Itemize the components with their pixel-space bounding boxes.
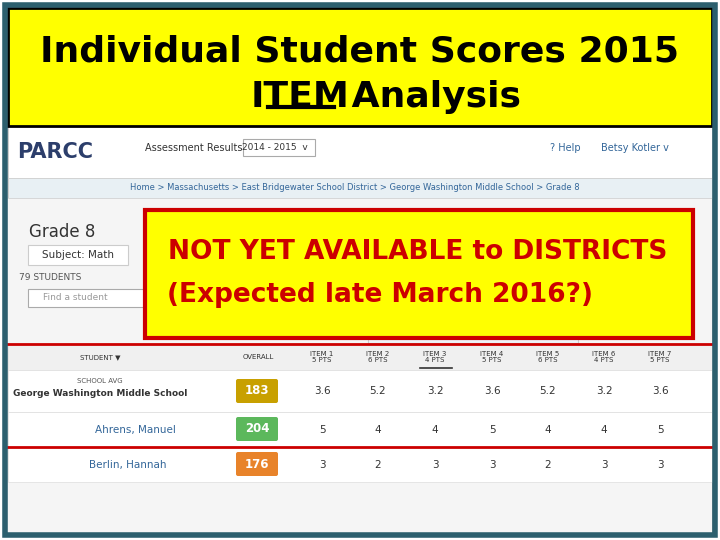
Text: Assessment Results:: Assessment Results: xyxy=(145,143,246,153)
Text: 2: 2 xyxy=(545,460,552,470)
Text: ITEM 2
6 PTS: ITEM 2 6 PTS xyxy=(366,350,390,363)
Text: Find a student: Find a student xyxy=(42,294,107,302)
Text: 3.2: 3.2 xyxy=(595,386,612,396)
Bar xyxy=(243,139,315,156)
Text: 3: 3 xyxy=(489,460,495,470)
Bar xyxy=(8,447,712,482)
Bar xyxy=(8,126,712,532)
Text: Ahrens, Manuel: Ahrens, Manuel xyxy=(94,425,176,435)
Bar xyxy=(145,210,693,338)
Text: 204: 204 xyxy=(245,422,269,435)
Text: ? Help: ? Help xyxy=(549,143,580,153)
Text: O: O xyxy=(148,294,156,302)
Text: 3: 3 xyxy=(657,460,663,470)
Text: ITEM 7
5 PTS: ITEM 7 5 PTS xyxy=(648,350,672,363)
Text: 4: 4 xyxy=(374,425,382,435)
Text: Berlin, Hannah: Berlin, Hannah xyxy=(89,460,167,470)
Bar xyxy=(8,8,712,126)
Text: 3: 3 xyxy=(432,460,438,470)
Text: SCHOOL AVG: SCHOOL AVG xyxy=(77,378,123,384)
Bar xyxy=(8,126,712,178)
Bar xyxy=(8,198,712,533)
Text: 5.2: 5.2 xyxy=(540,386,557,396)
Text: ITEM 3
4 PTS: ITEM 3 4 PTS xyxy=(423,350,446,363)
Text: Analysis: Analysis xyxy=(339,80,521,114)
Text: 3: 3 xyxy=(319,460,325,470)
Text: ITEM: ITEM xyxy=(251,80,349,114)
Text: 183: 183 xyxy=(245,384,269,397)
Text: 3.6: 3.6 xyxy=(484,386,500,396)
Text: George Washington Middle School: George Washington Middle School xyxy=(13,389,187,399)
Bar xyxy=(8,178,712,198)
FancyBboxPatch shape xyxy=(236,452,278,476)
Bar xyxy=(368,307,578,343)
Bar xyxy=(8,412,712,447)
Text: 5.2: 5.2 xyxy=(369,386,387,396)
Text: 5: 5 xyxy=(657,425,663,435)
Bar xyxy=(28,245,128,265)
Text: Grade 8: Grade 8 xyxy=(29,223,95,241)
Text: Subject: Math: Subject: Math xyxy=(42,250,114,260)
Text: Individual Student Scores 2015: Individual Student Scores 2015 xyxy=(40,35,680,69)
Text: ITEM 4
5 PTS: ITEM 4 5 PTS xyxy=(480,350,503,363)
Bar xyxy=(8,344,712,370)
Text: Home > Massachusetts > East Bridgewater School District > George Washington Midd: Home > Massachusetts > East Bridgewater … xyxy=(130,184,580,192)
Text: EVIDENCE STATEMENT: EVIDENCE STATEMENT xyxy=(431,310,516,320)
Text: DOWNLOAD: DOWNLOAD xyxy=(631,315,685,325)
Text: 3.6: 3.6 xyxy=(652,386,668,396)
Text: ITEM 5
6 PTS: ITEM 5 6 PTS xyxy=(536,350,559,363)
FancyBboxPatch shape xyxy=(236,379,278,403)
Text: 3: 3 xyxy=(600,460,607,470)
FancyBboxPatch shape xyxy=(236,417,278,441)
Text: 5: 5 xyxy=(489,425,495,435)
Text: ITEM 1
5 PTS: ITEM 1 5 PTS xyxy=(310,350,333,363)
Text: 4: 4 xyxy=(545,425,552,435)
Text: STUDENT ▼: STUDENT ▼ xyxy=(80,354,120,360)
Text: 2014 - 2015  v: 2014 - 2015 v xyxy=(242,144,308,152)
Text: 176: 176 xyxy=(245,457,269,470)
Text: Provide a summary of the text.: Provide a summary of the text. xyxy=(402,322,544,332)
Text: 3.2: 3.2 xyxy=(427,386,444,396)
Bar xyxy=(28,289,166,307)
Text: 4: 4 xyxy=(600,425,607,435)
Text: 3.6: 3.6 xyxy=(314,386,330,396)
Text: FILTERS: FILTERS xyxy=(582,315,617,325)
Text: Compare:  SCHOOL: Compare: SCHOOL xyxy=(189,314,271,322)
Text: NOT YET AVAILABLE to DISTRICTS: NOT YET AVAILABLE to DISTRICTS xyxy=(168,239,667,265)
Text: 79 STUDENTS: 79 STUDENTS xyxy=(19,273,81,282)
Text: Betsy Kotler v: Betsy Kotler v xyxy=(601,143,669,153)
Bar xyxy=(8,370,712,412)
Text: PARCC: PARCC xyxy=(17,142,93,162)
Text: (Expected late March 2016?): (Expected late March 2016?) xyxy=(167,282,593,308)
Text: 4: 4 xyxy=(432,425,438,435)
Text: 2: 2 xyxy=(374,460,382,470)
Text: 5: 5 xyxy=(319,425,325,435)
Text: ITEM 6
4 PTS: ITEM 6 4 PTS xyxy=(593,350,616,363)
Text: OVERALL: OVERALL xyxy=(243,354,274,360)
